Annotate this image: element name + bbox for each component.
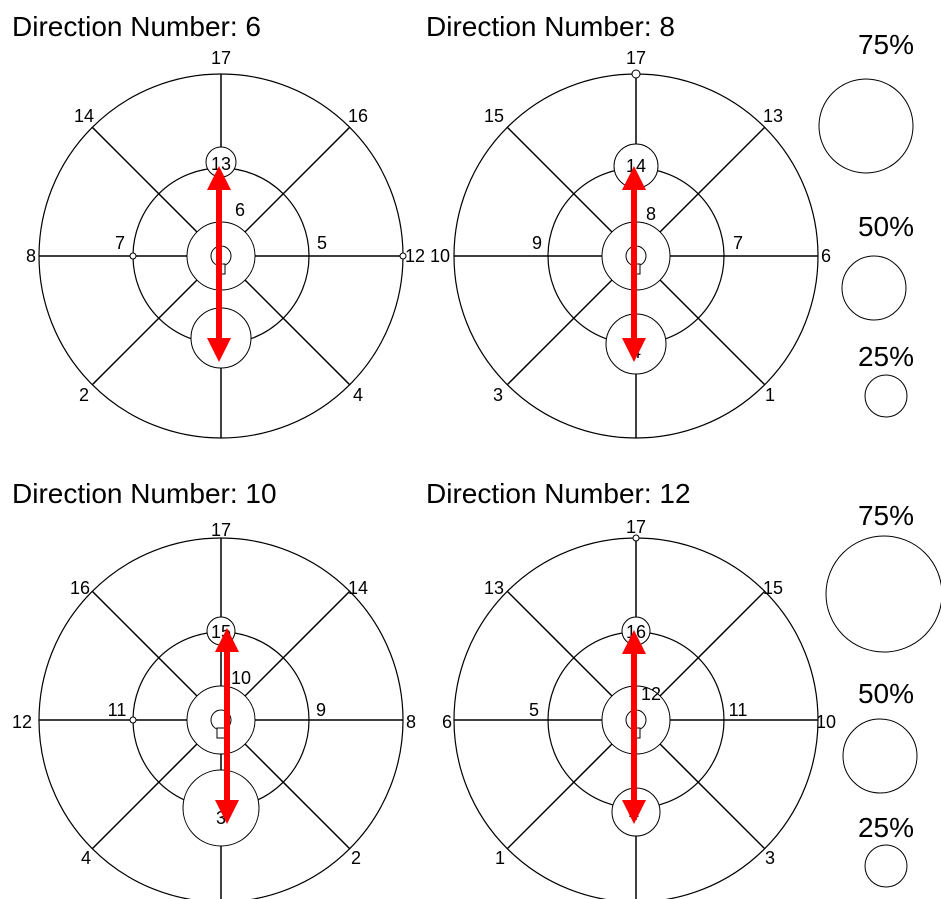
polar-grid — [38, 73, 407, 439]
inner-label-e: 5 — [317, 233, 327, 253]
outer-label-nw: 14 — [74, 106, 94, 126]
outer-label-se: 3 — [765, 848, 775, 868]
outer-label-nw: 13 — [484, 578, 504, 598]
outer-label-e: 8 — [406, 712, 416, 732]
panel-4: Direction Number: 12 17 13 15 10 3 1 6 1… — [426, 478, 836, 899]
legend-circle — [841, 255, 907, 321]
size-legend-bottom: 75% 50% 25% — [825, 500, 941, 888]
outer-label-n: 17 — [211, 520, 231, 540]
legend-label: 75% — [858, 500, 914, 531]
outer-label-w: 6 — [442, 712, 452, 732]
outer-label-n: 17 — [626, 517, 646, 537]
outer-label-sw: 2 — [79, 385, 89, 405]
outer-label-ne: 16 — [348, 106, 368, 126]
outer-label-se: 2 — [351, 848, 361, 868]
outer-label-ne: 13 — [763, 106, 783, 126]
panel-title: Direction Number: 10 — [12, 478, 277, 509]
inner-label-n: 14 — [626, 156, 646, 176]
panel-title: Direction Number: 8 — [426, 11, 675, 42]
outer-label-n: 17 — [626, 48, 646, 68]
outer-label-sw: 3 — [493, 385, 503, 405]
outer-label-n: 17 — [211, 48, 231, 68]
outer-label-w: 12 — [12, 712, 32, 732]
outer-label-e: 6 — [821, 246, 831, 266]
inner-label-center: 6 — [235, 200, 245, 220]
outer-label-nw: 16 — [70, 578, 90, 598]
inner-label-w: 5 — [529, 700, 539, 720]
inner-label-n: 15 — [211, 622, 231, 642]
panel-title: Direction Number: 6 — [12, 11, 261, 42]
legend-circle — [864, 374, 908, 418]
legend-circle — [842, 718, 918, 794]
inner-label-n: 13 — [211, 154, 231, 174]
inner-label-e: 7 — [733, 233, 743, 253]
inner-label-e: 9 — [316, 700, 326, 720]
outer-label-w: 10 — [430, 246, 450, 266]
legend-circle — [864, 844, 908, 888]
panel-3: Direction Number: 10 17 16 14 8 2 4 12 1… — [12, 478, 416, 899]
outer-label-sw: 1 — [495, 848, 505, 868]
panel-2: Direction Number: 8 17 13 6 1 3 10 15 14… — [426, 11, 831, 439]
legend-label: 50% — [858, 678, 914, 709]
legend-circle — [818, 78, 914, 174]
outer-label-se: 1 — [765, 385, 775, 405]
inner-label-center: 10 — [231, 668, 251, 688]
outer-label-ne: 15 — [763, 578, 783, 598]
inner-label-e: 11 — [729, 700, 748, 720]
inner-label-w: 7 — [115, 233, 125, 253]
panel-title: Direction Number: 12 — [426, 478, 691, 509]
legend-circle — [825, 535, 941, 653]
inner-label-center: 12 — [641, 684, 661, 704]
inner-label-w: 9 — [532, 233, 542, 253]
panel-1: Direction Number: 6 17 16 12 4 2 8 14 13… — [12, 11, 425, 439]
legend-label: 25% — [858, 812, 914, 843]
legend-label: 50% — [858, 211, 914, 242]
outer-label-w: 8 — [26, 246, 36, 266]
size-legend-top: 75% 50% 25% — [818, 29, 914, 418]
outer-label-ne: 14 — [348, 578, 368, 598]
legend-label: 75% — [858, 29, 914, 60]
inner-label-center: 8 — [646, 204, 656, 224]
outer-label-e: 10 — [816, 712, 836, 732]
outer-label-e: 12 — [405, 246, 425, 266]
inner-label-w: 11 — [108, 700, 127, 720]
outer-label-se: 4 — [353, 385, 363, 405]
inner-label-n: 16 — [626, 622, 646, 642]
outer-label-nw: 15 — [484, 106, 504, 126]
outer-label-sw: 4 — [81, 848, 91, 868]
legend-label: 25% — [858, 341, 914, 372]
